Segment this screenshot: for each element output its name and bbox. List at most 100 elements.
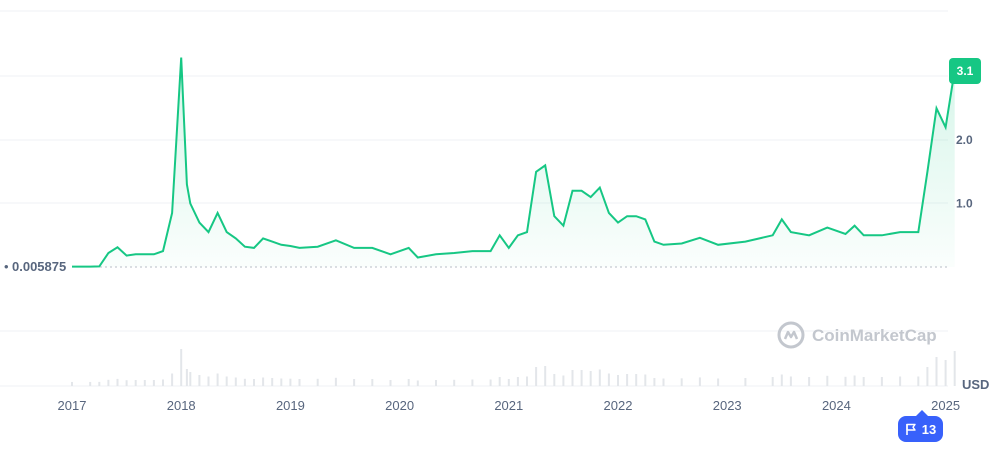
volume-bar [899,376,902,386]
volume-bar [89,381,92,386]
volume-bar [107,379,110,386]
y-tick-label: 1.0 [956,197,973,211]
volume-bar [162,379,164,386]
volume-bar [580,370,583,386]
watermark: CoinMarketCap [777,321,937,349]
price-line [72,57,956,268]
x-axis-ticks: 2017 2018 2019 2020 2021 2022 2023 2024 2025 [58,398,961,413]
volume-bar [389,380,392,386]
x-tick-label: 2025 [931,398,960,413]
volume-bar [598,369,601,386]
volume-bar [353,379,356,386]
volume-bar [71,381,73,386]
volume-bar [216,373,219,386]
y-axis-ticks: 1.0 2.0 [956,133,973,211]
volume-bar [698,377,701,386]
volume-bar [253,379,255,386]
coinmarketcap-logo-icon [777,321,805,349]
volume-bar [471,379,474,386]
baseline-marker: • [4,259,9,274]
volume-bar [289,378,292,386]
volume-bar [953,351,956,386]
volume-bar [225,376,228,386]
volume-bar [662,378,665,386]
grid [0,10,948,387]
volume-bar [635,374,638,386]
volume-bar [917,376,920,386]
volume-bar [371,379,374,386]
volume-bar [717,378,720,386]
volume-bar [862,377,865,386]
volume-bar [498,377,501,386]
volume-bar [125,380,128,386]
volume-bar [771,377,774,386]
volume-bar [535,367,538,386]
x-tick-label: 2018 [167,398,196,413]
volume-bar [152,380,155,386]
volume-bar [262,377,265,386]
volume-bar [644,374,647,386]
current-price-label: 3.1 [957,64,974,78]
volume-bar [544,366,547,386]
volume-bars [71,349,956,386]
volume-bar [844,376,847,386]
volume-bar [680,378,683,386]
volume-bar [589,371,592,386]
volume-bar [617,375,619,386]
volume-bar [853,375,856,386]
volume-bar [416,380,419,386]
volume-bar [334,377,337,386]
volume-bar [407,379,410,386]
volume-bar [298,379,301,386]
volume-bar [607,373,610,386]
volume-bar [789,376,792,386]
volume-bar [453,379,456,386]
volume-bar [489,379,492,386]
x-tick-label: 2024 [822,398,851,413]
volume-bar [553,374,556,386]
events-count: 13 [921,421,937,437]
watermark-text: CoinMarketCap [812,326,937,345]
volume-bar [926,367,929,386]
volume-bar [198,375,201,386]
volume-bar [780,374,783,386]
baseline-label: 0.005875 [12,259,66,274]
current-price-badge: 3.1 [949,58,981,84]
volume-bar [526,376,528,386]
volume-bar [185,369,188,386]
volume-bar [826,375,829,386]
volume-bar [435,380,437,386]
volume-bar [562,375,565,386]
price-area [72,57,955,267]
x-tick-label: 2020 [385,398,414,413]
volume-bar [243,378,246,386]
x-tick-label: 2022 [604,398,633,413]
volume-bar [316,378,319,386]
volume-bar [808,377,811,386]
volume-bar [116,378,119,386]
volume-bar [189,372,192,386]
volume-bar [280,378,283,386]
volume-bar [171,373,174,386]
volume-bar [516,377,519,386]
volume-bar [653,378,656,386]
volume-bar [880,377,883,386]
volume-bar [134,380,137,386]
volume-bar [507,379,510,386]
events-badge[interactable]: 13 [898,410,943,442]
volume-bar [207,376,210,386]
volume-bar [143,380,146,386]
x-tick-label: 2021 [494,398,523,413]
x-tick-label: 2019 [276,398,305,413]
volume-bar [935,357,938,386]
volume-bar [944,360,947,386]
x-tick-label: 2017 [58,398,87,413]
volume-bar [271,378,274,386]
volume-bar [180,349,183,386]
volume-bar [626,374,629,386]
x-tick-label: 2023 [713,398,742,413]
flag-icon [905,423,916,435]
volume-bar [234,377,237,386]
